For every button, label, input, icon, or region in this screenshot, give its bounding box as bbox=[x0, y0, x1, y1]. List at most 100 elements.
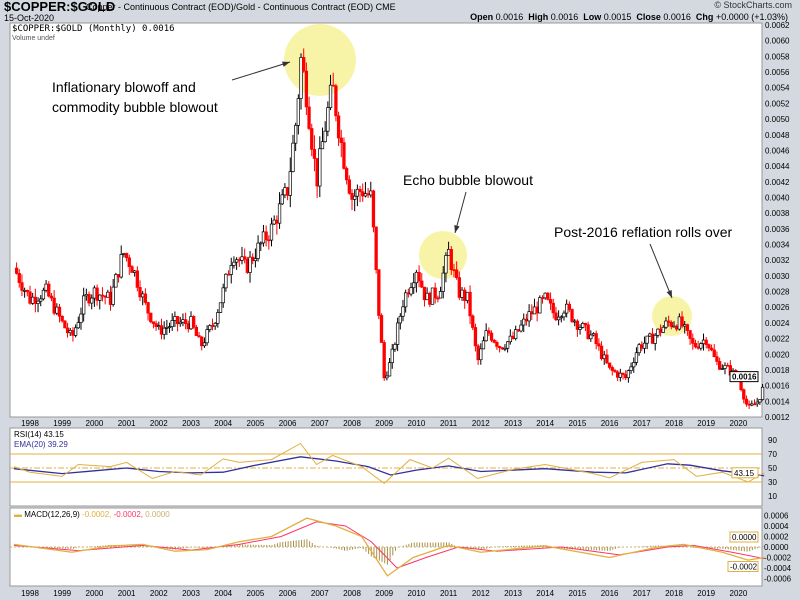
candle bbox=[463, 289, 467, 301]
price-tick-label: 0.0056 bbox=[765, 68, 790, 77]
candle bbox=[350, 192, 354, 200]
watermark: © StockCharts.com bbox=[714, 0, 792, 10]
candle bbox=[344, 168, 349, 181]
year-tick-label: 2000 bbox=[86, 419, 104, 428]
candle bbox=[213, 322, 217, 327]
price-tick-label: 0.0050 bbox=[765, 115, 790, 124]
candle bbox=[71, 330, 75, 336]
candle bbox=[554, 312, 558, 321]
candle bbox=[232, 261, 236, 266]
candle bbox=[420, 280, 424, 288]
year-tick-label: 1999 bbox=[53, 589, 71, 598]
candle bbox=[656, 328, 660, 336]
candle bbox=[446, 249, 451, 256]
candle bbox=[591, 333, 596, 336]
year-tick-label: 2019 bbox=[697, 589, 715, 598]
year-tick-label: 2002 bbox=[150, 589, 168, 598]
candle bbox=[245, 258, 250, 273]
candle bbox=[586, 324, 590, 340]
candle bbox=[237, 259, 241, 262]
candle bbox=[441, 272, 445, 292]
candle bbox=[106, 291, 110, 298]
candle bbox=[390, 348, 394, 364]
candle bbox=[291, 142, 295, 172]
candle bbox=[385, 375, 389, 379]
candle bbox=[159, 325, 164, 335]
candle bbox=[565, 303, 569, 314]
year-tick-label: 2014 bbox=[536, 419, 554, 428]
year-tick-label: 2009 bbox=[375, 589, 393, 598]
candle bbox=[717, 361, 722, 370]
candle bbox=[602, 354, 606, 360]
candle bbox=[256, 242, 260, 259]
candle bbox=[444, 255, 448, 274]
symbol-title: $COPPER:$GOLD bbox=[4, 0, 116, 14]
last-price-label: 0.0016 bbox=[732, 373, 757, 382]
candle bbox=[41, 289, 46, 300]
candle bbox=[393, 344, 397, 350]
candle bbox=[92, 287, 97, 299]
ema-line bbox=[13, 456, 765, 477]
candle bbox=[538, 297, 542, 314]
rsi-tick-label: 30 bbox=[768, 478, 777, 487]
candle bbox=[661, 326, 665, 333]
candle bbox=[200, 336, 204, 347]
candle bbox=[471, 315, 475, 328]
candle bbox=[192, 316, 196, 328]
candle bbox=[524, 318, 529, 322]
year-tick-label: 2007 bbox=[311, 589, 329, 598]
candle bbox=[452, 269, 456, 272]
candle bbox=[672, 325, 676, 328]
macd-tick-label: 0.0000 bbox=[764, 543, 789, 552]
price-tick-label: 0.0012 bbox=[765, 413, 790, 422]
year-tick-label: 1999 bbox=[53, 419, 71, 428]
candle bbox=[221, 287, 225, 304]
candle bbox=[186, 323, 190, 330]
arrow-head-icon bbox=[282, 61, 290, 67]
candle bbox=[296, 98, 300, 126]
candle bbox=[575, 320, 580, 330]
price-tick-label: 0.0054 bbox=[765, 84, 790, 93]
year-tick-label: 2016 bbox=[601, 419, 619, 428]
candle bbox=[744, 398, 749, 405]
candle bbox=[715, 356, 719, 362]
price-tick-label: 0.0046 bbox=[765, 146, 790, 155]
candle bbox=[312, 149, 317, 159]
candle bbox=[65, 327, 70, 334]
candle bbox=[248, 256, 252, 273]
macd-value: -0.0002, bbox=[82, 510, 112, 519]
candle bbox=[141, 293, 145, 298]
candle bbox=[165, 327, 169, 329]
year-tick-label: 2009 bbox=[375, 419, 393, 428]
rsi-value-box bbox=[731, 467, 759, 479]
candle bbox=[500, 347, 504, 350]
candle bbox=[175, 316, 180, 325]
candle bbox=[73, 327, 78, 336]
candle bbox=[79, 313, 83, 323]
candle bbox=[428, 292, 432, 305]
candle bbox=[522, 318, 526, 326]
candle bbox=[696, 346, 700, 349]
candle bbox=[371, 190, 376, 228]
candle bbox=[693, 343, 698, 348]
year-tick-label: 2005 bbox=[247, 419, 265, 428]
chg-label: Chg bbox=[695, 12, 714, 22]
candle bbox=[473, 327, 478, 347]
high-label: High bbox=[528, 12, 549, 22]
candle bbox=[699, 343, 703, 349]
open-label: Open bbox=[470, 12, 494, 22]
candle bbox=[750, 403, 754, 406]
candle bbox=[675, 325, 679, 330]
highlight-circle bbox=[419, 231, 467, 279]
exchange: CME bbox=[375, 2, 396, 12]
candle bbox=[130, 266, 134, 273]
candle bbox=[353, 195, 357, 200]
candle bbox=[189, 316, 193, 330]
candle bbox=[701, 339, 706, 344]
candle bbox=[387, 362, 392, 377]
candle bbox=[167, 326, 172, 328]
chart-date: 15-Oct-2020 bbox=[4, 13, 55, 23]
candle bbox=[629, 366, 633, 371]
candle bbox=[336, 115, 341, 139]
candle bbox=[154, 323, 158, 327]
